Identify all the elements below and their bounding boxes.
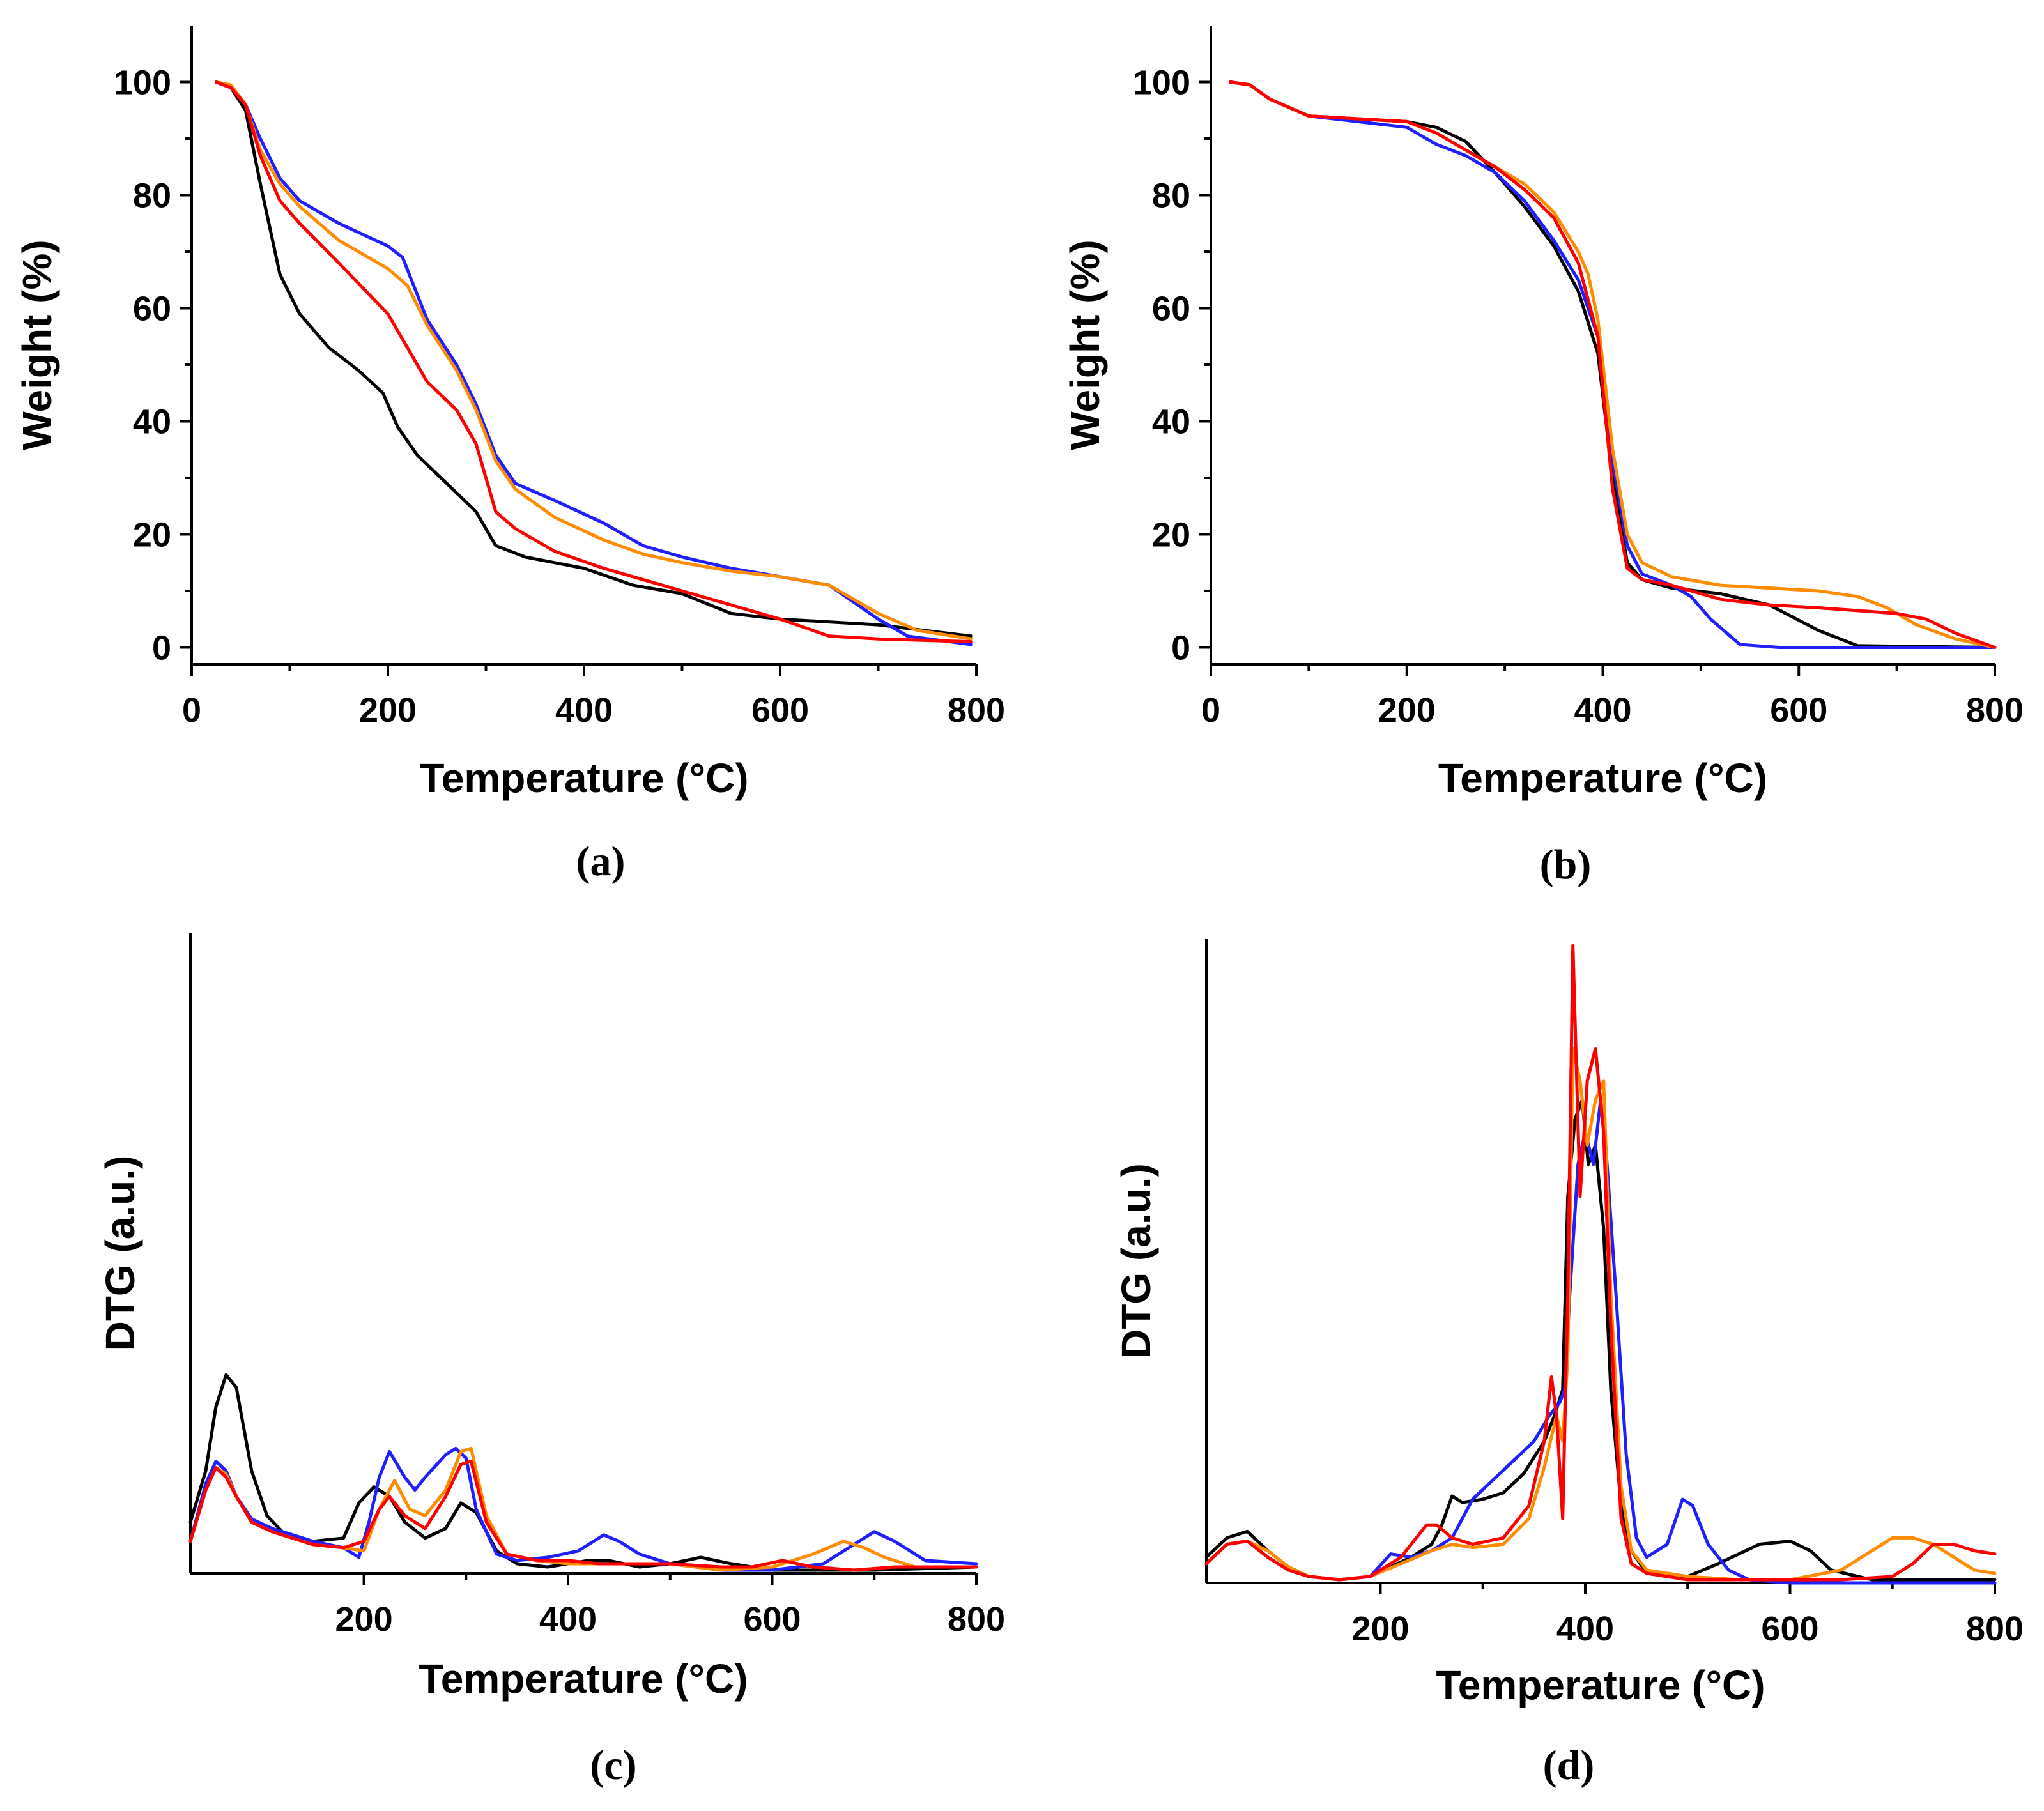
x-tick-label: 800	[948, 1600, 1005, 1639]
y-tick-label: 40	[133, 402, 171, 441]
x-tick-label: 400	[1574, 691, 1631, 730]
series-line-orange	[214, 80, 973, 641]
y-axis-title: Weight (%)	[14, 240, 60, 450]
x-tick-label: 200	[1378, 691, 1436, 730]
panel-label: (d)	[1543, 1742, 1595, 1789]
x-tick-label: 600	[751, 691, 809, 730]
x-tick-label: 800	[1966, 1610, 2024, 1648]
series-line-red	[188, 1460, 978, 1572]
series-line-red	[214, 80, 973, 644]
y-tick-label: 80	[133, 176, 171, 215]
x-axis-title: Temperature (°C)	[419, 1656, 748, 1702]
x-tick-label: 800	[948, 691, 1005, 730]
y-tick-label: 20	[133, 516, 171, 554]
y-tick-label: 80	[1152, 176, 1190, 215]
x-tick-label: 400	[555, 691, 613, 730]
panel-c: 200 400 600 800 Temperature (°C) DTG (a.u.) (c…	[97, 933, 1005, 1789]
panel-d: 200 400 600 800 Temperature (°C) DTG (a.u.) (d…	[1113, 939, 2024, 1789]
y-tick-label: 100	[114, 63, 171, 102]
x-tick-label: 200	[335, 1600, 393, 1639]
series-line-red	[1204, 944, 1997, 1582]
panel-b: 0 200 400 600 800 0 20 40 60 80 100 Temperature (°C…	[1062, 26, 2024, 888]
x-tick-label: 200	[359, 691, 417, 730]
x-axis-title: Temperature (°C)	[1438, 755, 1767, 801]
x-tick-label: 600	[1761, 1610, 1818, 1648]
y-tick-label: 60	[1152, 289, 1190, 328]
x-tick-label: 800	[1966, 691, 2024, 730]
x-tick-label: 200	[1351, 1610, 1409, 1648]
panel-a: 0 200 400 600 800 0 20 40 60 80 100 Temperature (°C…	[14, 26, 1005, 885]
panel-label: (b)	[1540, 841, 1592, 888]
y-tick-label: 60	[133, 289, 171, 328]
x-tick-label: 0	[1201, 691, 1220, 730]
y-axis-title: Weight (%)	[1062, 240, 1108, 450]
panel-label: (c)	[590, 1742, 636, 1789]
y-tick-label: 0	[1171, 629, 1190, 667]
x-tick-label: 0	[182, 691, 201, 730]
series-line-blue	[188, 1446, 978, 1572]
x-tick-label: 400	[1556, 1610, 1614, 1648]
x-axis-title: Temperature (°C)	[419, 755, 748, 801]
y-tick-label: 100	[1133, 63, 1190, 102]
x-tick-label: 600	[1770, 691, 1827, 730]
panel-label: (a)	[576, 838, 626, 885]
y-tick-label: 0	[152, 629, 171, 667]
y-axis-title: DTG (a.u.)	[97, 1156, 143, 1351]
y-tick-label: 40	[1152, 402, 1190, 441]
series-line-black	[214, 80, 973, 638]
x-tick-label: 400	[539, 1600, 597, 1639]
x-tick-label: 600	[743, 1600, 801, 1639]
series-line-red	[1229, 80, 1997, 649]
y-axis-title: DTG (a.u.)	[1113, 1163, 1159, 1359]
y-tick-label: 20	[1152, 516, 1190, 554]
x-axis-title: Temperature (°C)	[1436, 1662, 1765, 1708]
